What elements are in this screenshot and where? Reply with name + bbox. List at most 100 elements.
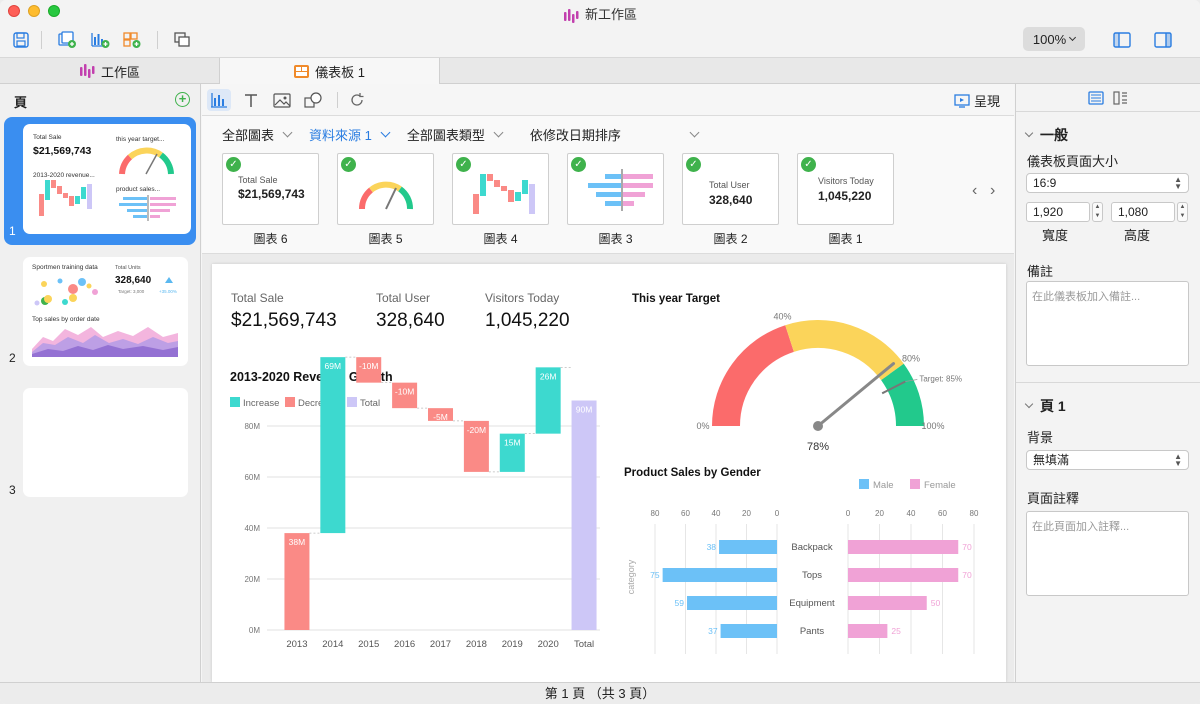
female-bar-backpack[interactable] [848, 540, 959, 554]
check-icon: ✓ [456, 157, 471, 172]
minimize-window-button[interactable] [28, 5, 40, 17]
gauge-tick-label: 100% [921, 421, 944, 431]
gender-xtick-right: 0 [846, 509, 851, 518]
chevron-down-icon [1069, 33, 1077, 41]
waterfall-bar-2020[interactable] [535, 367, 561, 434]
filter-sort[interactable]: 依修改日期排序 [530, 125, 700, 144]
waterfall-bar-2018[interactable] [463, 420, 489, 472]
page-thumb-1[interactable]: Total Sale $21,569,743 this year target.… [23, 124, 191, 234]
chart-card-1[interactable]: ✓ Visitors Today 1,045,220 [797, 153, 894, 225]
gauge-tick-label: 80% [902, 353, 920, 363]
gauge-band-1 [785, 320, 904, 381]
svg-text:Total Units: Total Units [115, 265, 141, 271]
toggle-left-sidebar-icon[interactable] [1111, 30, 1133, 50]
waterfall-data-label: -10M [359, 361, 378, 371]
pages-panel: 頁 + Total Sale $21,569,743 this year tar… [0, 84, 201, 682]
male-value-label: 75 [650, 570, 660, 580]
waterfall-ytick: 20M [244, 575, 260, 584]
save-icon[interactable] [10, 30, 32, 50]
male-bar-tops[interactable] [662, 568, 777, 582]
male-bar-backpack[interactable] [719, 540, 777, 554]
filter-all-charts[interactable]: 全部圖表 [222, 125, 293, 144]
height-stepper[interactable]: ▲ ▼ [1177, 202, 1188, 222]
dashboard-canvas[interactable]: Total Sale $21,569,743 Total User 328,64… [212, 264, 1006, 682]
waterfall-xtick: 2015 [358, 639, 379, 650]
waterfall-chart: 0M 20M 40M 60M 80M 38M 2013 69M 2014 -10M 2015 -10M… [244, 356, 600, 650]
insert-shape-icon[interactable] [301, 89, 325, 111]
gallery-prev-icon[interactable]: ‹ [972, 182, 978, 199]
present-icon [954, 93, 970, 108]
gauge-title: This year Target [632, 293, 720, 305]
updown-icon: ▲ ▼ [1174, 452, 1182, 468]
zoom-dropdown[interactable]: 100% [1023, 27, 1085, 51]
female-bar-pants[interactable] [848, 624, 888, 638]
toggle-right-sidebar-icon[interactable] [1152, 30, 1174, 50]
page-notes-textarea[interactable]: 在此頁面加入註釋... [1026, 511, 1189, 596]
page-section-header[interactable]: 頁 1 [1024, 396, 1066, 416]
waterfall-bar-2015[interactable] [356, 357, 382, 383]
insert-text-icon[interactable] [239, 89, 263, 111]
chart-card-5[interactable]: ✓ [337, 153, 434, 225]
width-stepper[interactable]: ▲ ▼ [1092, 202, 1103, 222]
male-bar-pants[interactable] [720, 624, 777, 638]
add-chart-icon[interactable] [89, 30, 111, 50]
page-size-select[interactable]: 16:9 ▲ ▼ [1026, 173, 1189, 193]
tab-workspace[interactable]: 工作區 [0, 58, 220, 84]
waterfall-bar-2016[interactable] [392, 382, 418, 409]
page-thumb-3[interactable] [23, 388, 188, 497]
general-section-header[interactable]: 一般 [1024, 125, 1068, 145]
present-label: 呈現 [973, 94, 1000, 109]
check-icon: ✓ [571, 157, 586, 172]
updown-icon: ▲ ▼ [1174, 175, 1182, 191]
zoom-window-button[interactable] [48, 5, 60, 17]
waterfall-bar-Total[interactable] [571, 400, 597, 631]
notes-textarea[interactable]: 在此儀表板加入備註... [1026, 281, 1189, 366]
status-bar: 第 1 頁 （共 3 頁） [0, 682, 1200, 704]
dashboard-settings-icon[interactable] [1088, 91, 1104, 105]
female-bar-tops[interactable] [848, 568, 959, 582]
width-field[interactable]: 1,920 [1026, 202, 1090, 222]
chart-card-6[interactable]: ✓ Total Sale $21,569,743 [222, 153, 319, 225]
male-value-label: 59 [675, 598, 685, 608]
page-thumb-2[interactable]: Sportmen training data Total Units 328,6… [23, 257, 188, 366]
add-page-button[interactable]: + [175, 92, 190, 107]
chart-card-2[interactable]: ✓ Total User 328,640 [682, 153, 779, 225]
refresh-icon[interactable] [345, 89, 369, 111]
svg-text:this year target...: this year target... [116, 136, 165, 143]
chevron-down-icon [1024, 128, 1034, 138]
duplicate-window-icon[interactable] [171, 30, 193, 50]
filter-data-source[interactable]: 資料來源 1 [309, 125, 391, 144]
waterfall-bar-2013[interactable] [284, 533, 310, 630]
waterfall-data-label: 90M [576, 405, 593, 415]
tab-dashboard-1[interactable]: 儀表板 1 [220, 58, 440, 84]
chart-card-4[interactable]: ✓ [452, 153, 549, 225]
layout-settings-icon[interactable] [1113, 91, 1129, 105]
waterfall-bar-2019[interactable] [499, 433, 525, 472]
height-field[interactable]: 1,080 [1111, 202, 1175, 222]
add-dashboard-icon[interactable] [121, 30, 143, 50]
height-label: 高度 [1124, 228, 1151, 243]
gender-category-label: Tops [802, 570, 822, 581]
waterfall-bar-2014[interactable] [320, 357, 346, 534]
close-window-button[interactable] [8, 5, 20, 17]
kpi-visitors-label: Visitors Today [485, 291, 559, 305]
kpi-total-user-label: Total User [376, 291, 430, 305]
filter-chart-types[interactable]: 全部圖表類型 [407, 125, 504, 144]
insert-chart-icon[interactable] [207, 89, 231, 111]
waterfall-data-label: 15M [504, 438, 521, 448]
male-bar-equipment[interactable] [687, 596, 777, 610]
background-select[interactable]: 無填滿 ▲ ▼ [1026, 450, 1189, 470]
present-button[interactable]: 呈現 [954, 91, 1000, 110]
add-data-source-icon[interactable] [56, 30, 78, 50]
legend-swatch-total [347, 397, 357, 407]
male-value-label: 38 [707, 542, 717, 552]
gallery-next-icon[interactable]: › [990, 182, 996, 199]
chart-card-2-label: 圖表 2 [713, 232, 748, 246]
waterfall-xtick: 2017 [430, 639, 451, 650]
chart-card-3-label: 圖表 3 [598, 232, 633, 246]
chart-card-3[interactable]: ✓ [567, 153, 664, 225]
gender-xtick-left: 60 [681, 509, 690, 518]
waterfall-bar-2017[interactable] [428, 408, 453, 421]
female-bar-equipment[interactable] [848, 596, 927, 610]
insert-image-icon[interactable] [270, 89, 294, 111]
